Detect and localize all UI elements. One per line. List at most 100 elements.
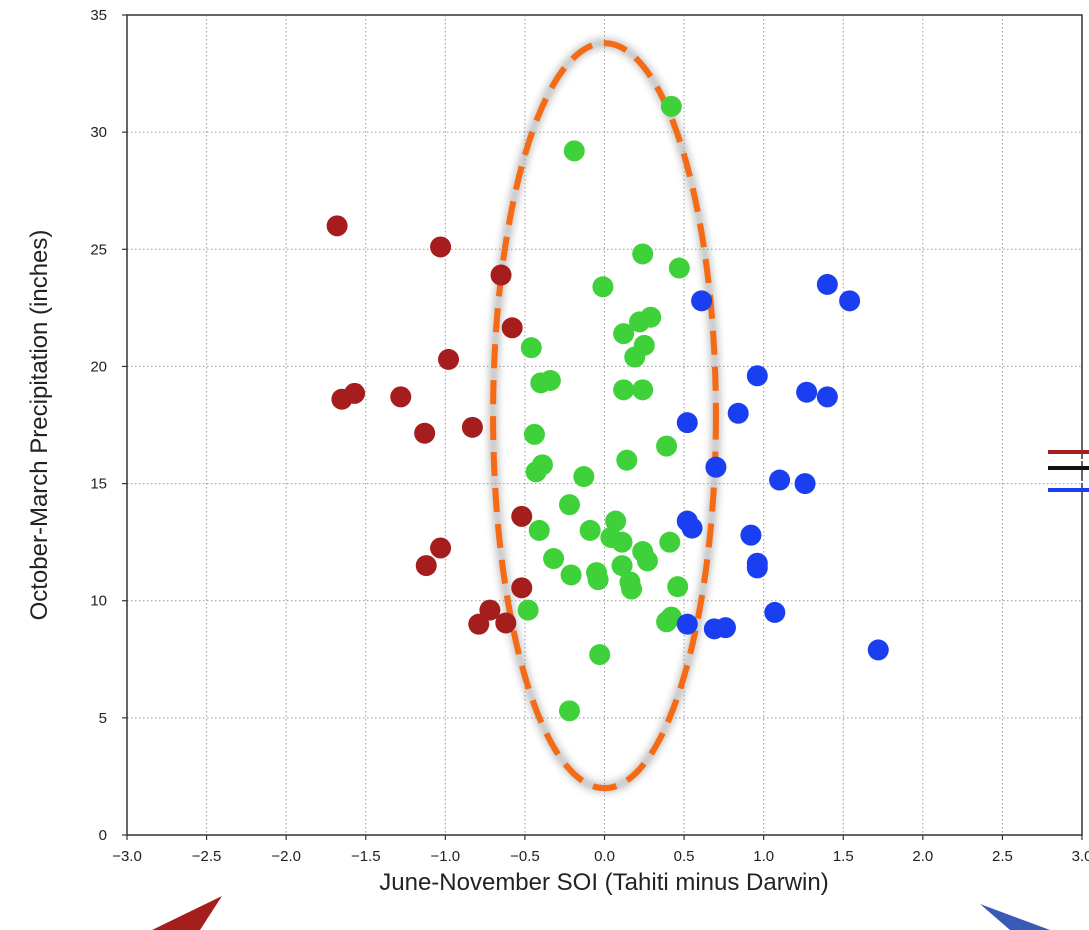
green-data-point <box>558 494 580 516</box>
x-tick-label: 3.0 <box>1072 848 1089 865</box>
blue-data-point <box>740 524 762 546</box>
green-data-point <box>579 519 601 541</box>
blue-data-point <box>816 273 838 295</box>
green-data-point <box>523 423 545 445</box>
dashed-ellipse <box>490 40 719 792</box>
y-tick-label: 25 <box>90 241 107 258</box>
blue-data-point <box>764 601 786 623</box>
x-tick-label: −1.0 <box>431 848 461 865</box>
axis-ticks: −3.0 −2.5 −2.0 −1.5 −1.0 −0.5 0.0 0.5 1.0 1.5 2.0 2… <box>90 7 1089 865</box>
green-data-point <box>520 337 542 359</box>
grid-lines <box>127 15 1082 835</box>
green-data-point <box>563 140 585 162</box>
red-data-point <box>468 613 490 635</box>
red-data-point <box>495 612 517 634</box>
blue-data-point <box>714 617 736 639</box>
red-data-point <box>479 599 501 621</box>
right-edge-markers <box>1048 450 1089 492</box>
red-data-point <box>415 555 437 577</box>
green-data-point <box>621 578 643 600</box>
blue-data-point <box>796 381 818 403</box>
blue-data-point <box>746 365 768 387</box>
green-data-point <box>632 379 654 401</box>
x-tick-label: 1.5 <box>833 848 854 865</box>
data-points <box>326 95 889 722</box>
blue-data-point <box>794 473 816 495</box>
green-data-point <box>531 454 553 476</box>
y-tick-label: 35 <box>90 7 107 24</box>
blue-data-point <box>676 412 698 434</box>
green-data-point <box>517 599 539 621</box>
x-tick-label: 1.0 <box>753 848 774 865</box>
blue-data-point <box>839 290 861 312</box>
y-tick-label: 20 <box>90 358 107 375</box>
red-data-point <box>430 537 452 559</box>
green-data-point <box>660 606 682 628</box>
corner-arrows <box>152 896 1050 930</box>
y-tick-label: 15 <box>90 476 107 493</box>
x-tick-label: 2.5 <box>992 848 1013 865</box>
green-data-point <box>573 466 595 488</box>
green-data-point <box>616 449 638 471</box>
green-data-point <box>528 519 550 541</box>
x-tick-label: 0.5 <box>674 848 695 865</box>
green-data-point <box>660 95 682 117</box>
green-data-point <box>543 548 565 570</box>
green-data-point <box>659 531 681 553</box>
x-tick-label: −0.5 <box>510 848 540 865</box>
x-tick-label: 2.0 <box>912 848 933 865</box>
red-data-point <box>430 236 452 258</box>
x-tick-label: 0.0 <box>594 848 615 865</box>
green-data-point <box>629 311 651 333</box>
blue-arrow-icon <box>980 904 1050 930</box>
green-data-point <box>632 243 654 265</box>
x-tick-label: −1.5 <box>351 848 381 865</box>
green-data-point <box>589 644 611 666</box>
red-data-point <box>511 505 533 527</box>
green-data-point <box>558 700 580 722</box>
blue-data-point <box>681 517 703 539</box>
green-data-point <box>587 569 609 591</box>
y-tick-label: 0 <box>99 827 107 844</box>
y-axis-label: October-March Precipitation (inches) <box>26 230 53 621</box>
green-data-point <box>592 276 614 298</box>
red-data-point <box>461 416 483 438</box>
green-data-point <box>539 369 561 391</box>
green-data-point <box>560 564 582 586</box>
green-data-point <box>656 435 678 457</box>
red-data-point <box>511 577 533 599</box>
red-data-point <box>490 264 512 286</box>
x-axis-label: June-November SOI (Tahiti minus Darwin) <box>379 869 828 896</box>
highlight-ellipse <box>488 38 721 793</box>
green-data-point <box>624 346 646 368</box>
blue-data-point <box>727 402 749 424</box>
green-data-point <box>668 257 690 279</box>
red-data-point <box>501 317 523 339</box>
green-data-point <box>611 555 633 577</box>
green-data-point <box>611 531 633 553</box>
y-tick-label: 10 <box>90 593 107 610</box>
red-data-point <box>390 386 412 408</box>
green-data-point <box>613 323 635 345</box>
blue-data-point <box>816 386 838 408</box>
green-data-point <box>605 510 627 532</box>
blue-data-point <box>705 456 727 478</box>
blue-data-point <box>769 469 791 491</box>
blue-data-point <box>691 290 713 312</box>
x-tick-label: −3.0 <box>112 848 142 865</box>
y-tick-label: 30 <box>90 124 107 141</box>
y-tick-label: 5 <box>99 710 107 727</box>
green-data-point <box>613 379 635 401</box>
green-data-point <box>636 550 658 572</box>
green-data-point <box>667 576 689 598</box>
red-data-point <box>414 422 436 444</box>
red-data-point <box>344 382 366 404</box>
x-tick-label: −2.0 <box>271 848 301 865</box>
blue-data-point <box>746 557 768 579</box>
red-arrow-icon <box>152 896 222 930</box>
blue-data-point <box>867 639 889 661</box>
x-tick-label: −2.5 <box>192 848 222 865</box>
red-data-point <box>326 215 348 237</box>
red-data-point <box>438 348 460 370</box>
